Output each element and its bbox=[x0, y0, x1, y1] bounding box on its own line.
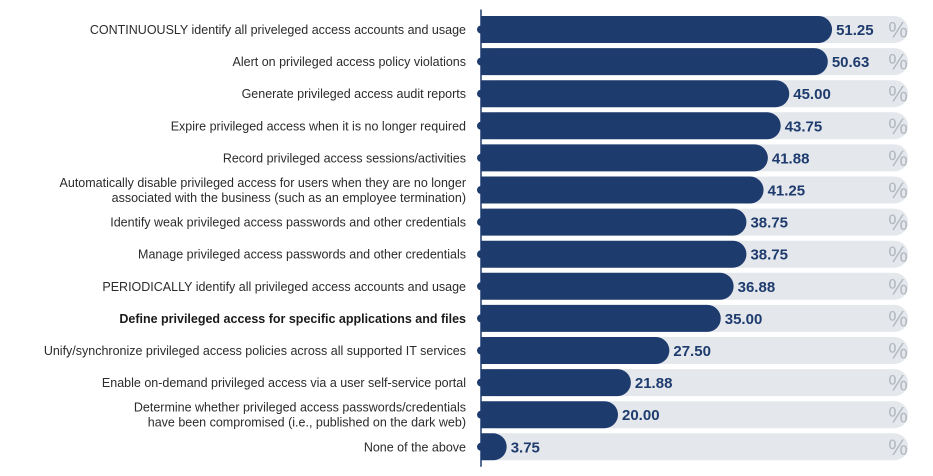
value-label: 41.25 bbox=[768, 183, 806, 200]
bar-row: 45.00 % Generate privileged access audit r… bbox=[242, 80, 908, 108]
unit-label: % bbox=[888, 403, 908, 428]
unit-label: % bbox=[888, 306, 908, 331]
axis-dot bbox=[477, 442, 485, 451]
unit-label: % bbox=[888, 178, 908, 203]
unit-label: % bbox=[888, 274, 908, 299]
bar bbox=[481, 112, 781, 140]
axis-dot bbox=[477, 186, 485, 194]
value-label: 38.75 bbox=[750, 215, 788, 232]
category-label: Manage privileged access passwords and o… bbox=[138, 248, 466, 262]
bar-row: 41.25 % Automatically disable privileged a… bbox=[60, 176, 908, 205]
axis-dot bbox=[477, 218, 485, 227]
category-label: Record privileged access sessions/activi… bbox=[223, 151, 466, 165]
unit-label: % bbox=[888, 146, 908, 171]
unit-label: % bbox=[888, 18, 908, 43]
value-label: 35.00 bbox=[725, 311, 763, 328]
chart-rows: 51.25 % CONTINUOUSLY identify all priveleg… bbox=[44, 16, 908, 461]
value-label: 51.25 bbox=[836, 22, 874, 39]
bar bbox=[481, 240, 747, 268]
bar-row: 35.00 % Define privileged access for speci… bbox=[119, 304, 908, 332]
unit-label: % bbox=[888, 50, 908, 75]
bar bbox=[481, 337, 670, 364]
bar bbox=[481, 369, 631, 397]
bar bbox=[481, 176, 764, 204]
bar bbox=[481, 208, 747, 236]
value-label: 43.75 bbox=[785, 118, 823, 135]
axis-dot bbox=[477, 378, 485, 387]
value-label: 3.75 bbox=[511, 439, 540, 456]
axis-dot bbox=[477, 314, 485, 323]
value-label: 41.88 bbox=[772, 150, 810, 167]
bar-row: 3.75 % None of the above bbox=[364, 433, 908, 461]
bar-row: 21.88 % Enable on-demand privileged access… bbox=[102, 369, 908, 397]
bar-row: 38.75 % Identify weak privileged access pa… bbox=[110, 208, 908, 236]
bar bbox=[481, 433, 507, 461]
unit-label: % bbox=[888, 339, 908, 364]
value-label: 36.88 bbox=[738, 279, 776, 296]
value-label: 45.00 bbox=[793, 86, 831, 103]
axis-dot bbox=[477, 153, 485, 162]
unit-label: % bbox=[888, 435, 908, 460]
axis-dot bbox=[477, 25, 485, 34]
value-label: 20.00 bbox=[622, 407, 660, 424]
category-label: Enable on-demand privileged access via a… bbox=[102, 376, 466, 390]
bar bbox=[481, 304, 721, 332]
category-label: Expire privileged access when it is no l… bbox=[171, 119, 466, 133]
value-label: 38.75 bbox=[750, 247, 788, 264]
bar bbox=[481, 144, 768, 172]
bar bbox=[481, 48, 828, 76]
unit-label: % bbox=[888, 114, 908, 139]
axis-dot bbox=[477, 250, 485, 259]
value-label: 27.50 bbox=[673, 343, 711, 360]
bar-row: 51.25 % CONTINUOUSLY identify all priveleg… bbox=[90, 16, 908, 43]
bar-row: 50.63 % Alert on privileged access policy … bbox=[233, 48, 908, 76]
bar-row: 27.50 % Unify/synchronize privileged acces… bbox=[44, 337, 908, 364]
bar-row: 43.75 % Expire privileged access when it i… bbox=[171, 112, 908, 140]
unit-label: % bbox=[888, 242, 908, 267]
bar bbox=[481, 16, 833, 43]
axis-dot bbox=[477, 57, 485, 66]
category-label: PERIODICALLY identify all privileged acc… bbox=[102, 280, 466, 294]
bar-track bbox=[481, 433, 908, 461]
category-label: None of the above bbox=[364, 440, 466, 454]
bar-row: 41.88 % Record privileged access sessions/… bbox=[223, 144, 908, 172]
bar bbox=[481, 80, 790, 108]
bar bbox=[481, 272, 734, 300]
category-label: have been compromised (i.e., published o… bbox=[148, 416, 466, 430]
category-label: Identify weak privileged access password… bbox=[110, 216, 466, 230]
category-label: Generate privileged access audit reports bbox=[242, 87, 466, 101]
unit-label: % bbox=[888, 82, 908, 107]
bar-row: 38.75 % Manage privileged access passwords… bbox=[138, 240, 908, 268]
axis-dot bbox=[477, 346, 485, 355]
unit-label: % bbox=[888, 371, 908, 396]
axis-dot bbox=[477, 89, 485, 98]
category-label: CONTINUOUSLY identify all priveleged acc… bbox=[90, 23, 466, 37]
bar-row: 36.88 % PERIODICALLY identify all privileg… bbox=[102, 272, 908, 300]
value-label: 50.63 bbox=[832, 54, 870, 71]
axis-dot bbox=[477, 121, 485, 130]
axis-dot bbox=[477, 410, 485, 419]
category-label: Define privileged access for specific ap… bbox=[119, 312, 466, 326]
bar bbox=[481, 401, 618, 429]
value-label: 21.88 bbox=[635, 375, 673, 392]
category-label: associated with the business (such as an… bbox=[112, 191, 466, 205]
category-label: Alert on privileged access policy violat… bbox=[233, 55, 466, 69]
bar-row: 20.00 % Determine whether privileged acces… bbox=[134, 401, 908, 430]
category-label: Unify/synchronize privileged access poli… bbox=[44, 344, 466, 358]
category-label: Determine whether privileged access pass… bbox=[134, 401, 466, 415]
unit-label: % bbox=[888, 210, 908, 235]
axis-dot bbox=[477, 282, 485, 291]
category-label: Automatically disable privileged access … bbox=[60, 176, 466, 190]
